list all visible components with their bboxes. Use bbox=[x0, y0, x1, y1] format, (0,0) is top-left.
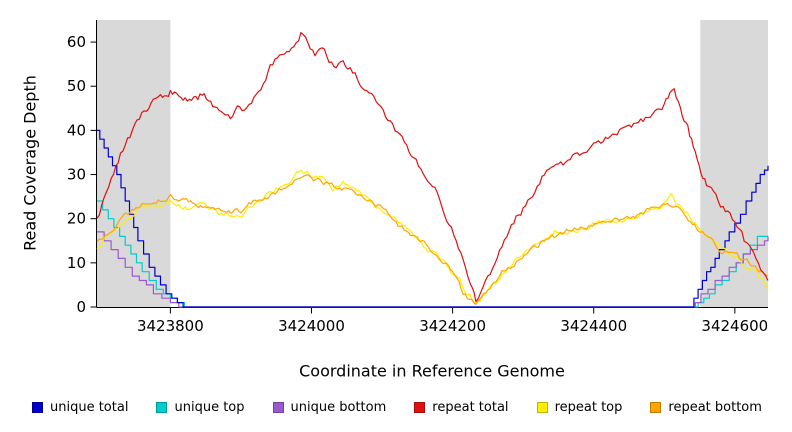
x-axis-label: Coordinate in Reference Genome bbox=[299, 361, 565, 381]
x-tick-label: 3424200 bbox=[419, 317, 486, 335]
legend-swatch-unique-top bbox=[156, 402, 168, 413]
series-line-repeat-bottom bbox=[96, 174, 769, 306]
legend-label-unique-bottom: unique bottom bbox=[290, 400, 387, 415]
x-tick-label: 3424400 bbox=[560, 317, 627, 335]
series-line-repeat-top bbox=[96, 169, 769, 305]
legend-label-unique-top: unique top bbox=[174, 400, 245, 415]
legend: unique total unique top unique bottom repea… bbox=[0, 400, 792, 415]
y-axis-label: Read Coverage Depth bbox=[20, 75, 40, 251]
legend-label-repeat-bottom: repeat bottom bbox=[668, 400, 762, 415]
legend-item-unique-total: unique total bbox=[32, 400, 128, 415]
series-line-unique-top bbox=[97, 200, 768, 308]
x-tick-label: 3424000 bbox=[278, 317, 345, 335]
y-tick-label: 60 bbox=[67, 33, 86, 51]
legend-swatch-unique-total bbox=[32, 402, 43, 413]
legend-item-repeat-total: repeat total bbox=[414, 400, 509, 415]
y-tick-label: 0 bbox=[76, 298, 86, 316]
legend-swatch-repeat-top bbox=[536, 402, 548, 413]
series-line-unique-bottom bbox=[97, 231, 769, 308]
series-line-unique-total bbox=[97, 129, 769, 308]
y-tick-label: 50 bbox=[67, 77, 86, 95]
legend-label-repeat-top: repeat top bbox=[554, 400, 623, 415]
chart-canvas: 0 10 20 30 40 50 60 3423800 3424000 3424200 342440… bbox=[67, 20, 769, 335]
shaded-region bbox=[97, 20, 171, 307]
legend-item-unique-top: unique top bbox=[156, 400, 245, 415]
y-tick-label: 40 bbox=[67, 121, 86, 139]
legend-swatch-repeat-total bbox=[414, 402, 426, 413]
x-tick-label: 3424600 bbox=[701, 317, 768, 335]
legend-label-unique-total: unique total bbox=[50, 400, 129, 415]
legend-swatch-repeat-bottom bbox=[650, 402, 662, 413]
y-tick-label: 30 bbox=[67, 166, 86, 184]
x-tick-label: 3423800 bbox=[137, 317, 204, 335]
legend-item-unique-bottom: unique bottom bbox=[272, 400, 387, 415]
legend-item-repeat-top: repeat top bbox=[536, 400, 623, 415]
legend-item-repeat-bottom: repeat bottom bbox=[650, 400, 762, 415]
legend-label-repeat-total: repeat total bbox=[432, 400, 509, 415]
shaded-region bbox=[700, 20, 768, 307]
y-tick-label: 20 bbox=[67, 210, 86, 228]
series-line-repeat-total bbox=[96, 32, 769, 303]
y-tick-label: 10 bbox=[67, 254, 86, 272]
legend-swatch-unique-bottom bbox=[272, 402, 284, 413]
